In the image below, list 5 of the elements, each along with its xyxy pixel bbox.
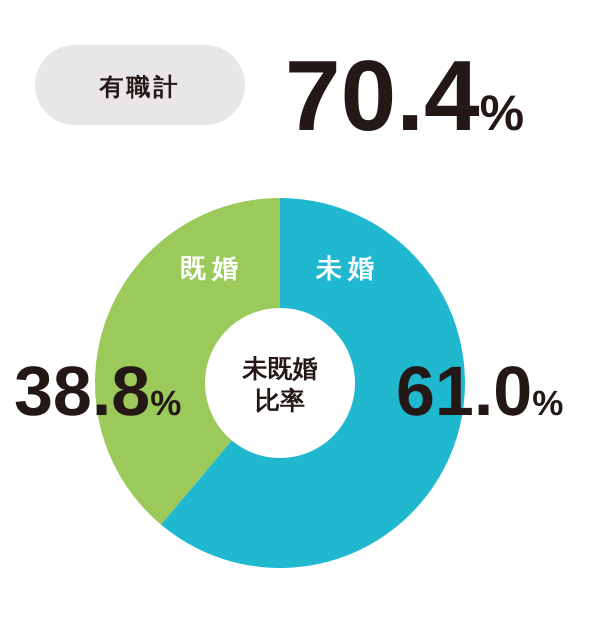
text: 有職計	[98, 74, 180, 101]
slice-label: 既婚	[180, 253, 244, 283]
slice-label: 未婚	[315, 253, 380, 283]
text: 70.4%	[285, 40, 524, 152]
text: 未既婚比率	[242, 355, 318, 415]
